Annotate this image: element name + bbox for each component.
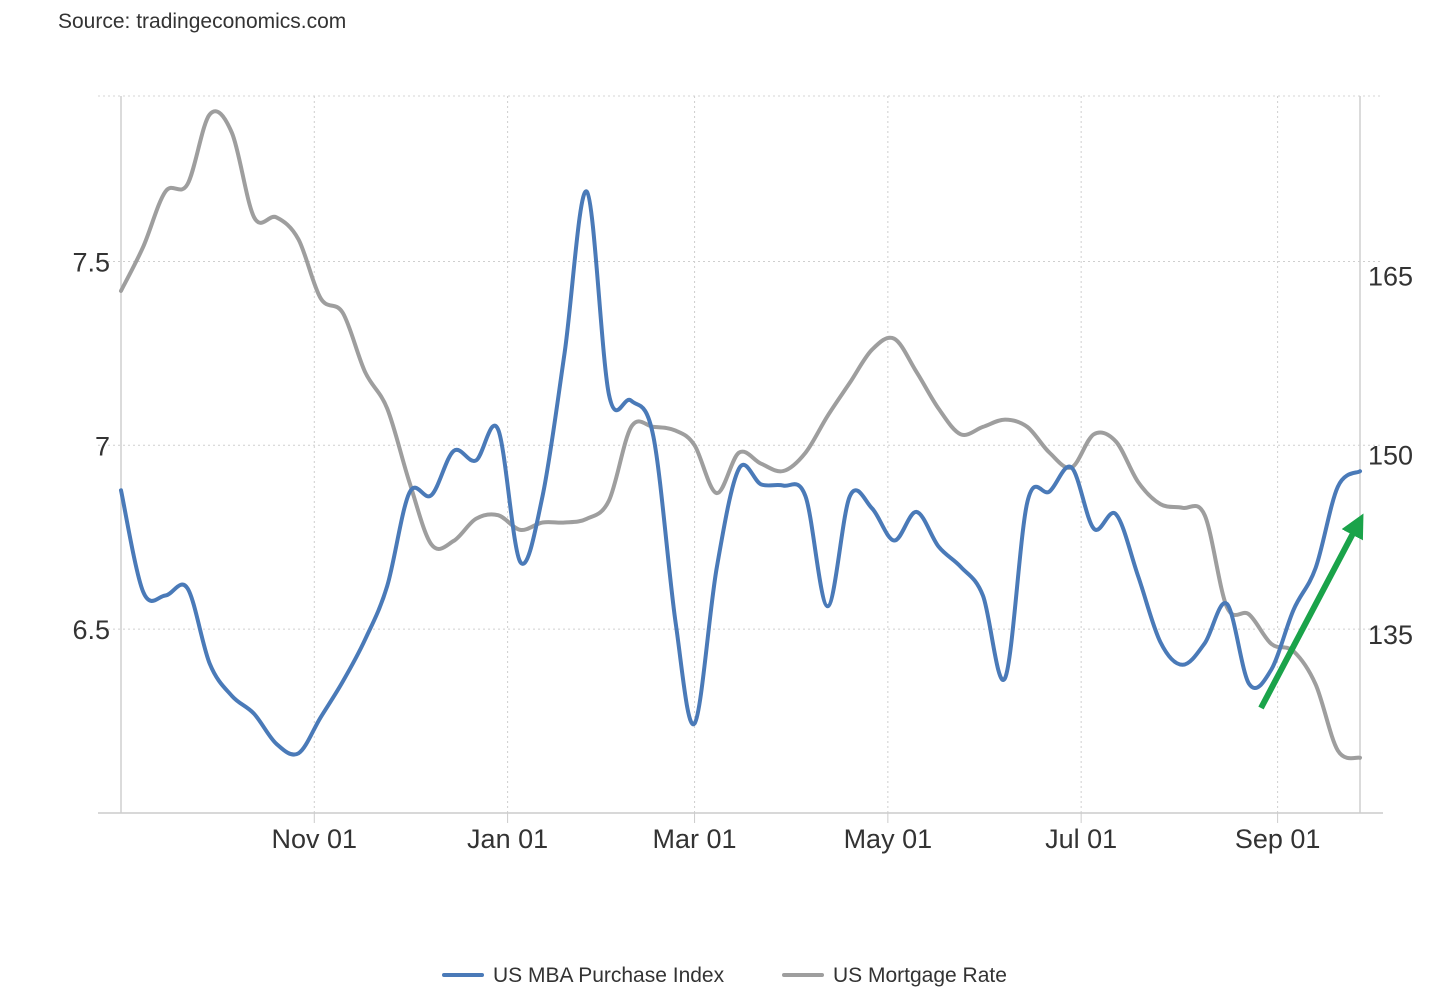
series-line-us-mortgage-rate (119, 109, 1362, 761)
annotations (1258, 513, 1364, 710)
trend-arrow-annotation (1258, 513, 1364, 710)
x-tick-label: Jan 01 (467, 824, 548, 854)
legend-label-us-mba-purchase-index: US MBA Purchase Index (493, 964, 725, 987)
source-caption: Source: tradingeconomics.com (58, 10, 347, 33)
x-tick-label: Nov 01 (272, 824, 358, 854)
series-line-us-mba-purchase-index (119, 189, 1362, 757)
x-tick-label: Mar 01 (653, 824, 737, 854)
y-left-tick-label: 6.5 (72, 615, 110, 645)
legend-label-us-mortgage-rate: US Mortgage Rate (833, 964, 1007, 987)
y-right-tick-label: 165 (1368, 261, 1413, 291)
x-tick-label: Sep 01 (1235, 824, 1321, 854)
tick-labels: 7.5 7 6.5 165 150 135 Nov 01 Jan 01 Mar 01 May 01… (72, 247, 1413, 854)
y-right-tick-label: 150 (1368, 441, 1413, 471)
y-left-tick-label: 7 (95, 431, 110, 461)
axes (98, 96, 1383, 823)
y-right-tick-label: 135 (1368, 620, 1413, 650)
x-tick-label: May 01 (844, 824, 933, 854)
x-tick-label: Jul 01 (1045, 824, 1117, 854)
series-lines (119, 109, 1362, 761)
gridlines (98, 95, 1383, 813)
y-left-tick-label: 7.5 (72, 247, 110, 277)
legend: US MBA Purchase Index US Mortgage Rate (442, 964, 1007, 987)
